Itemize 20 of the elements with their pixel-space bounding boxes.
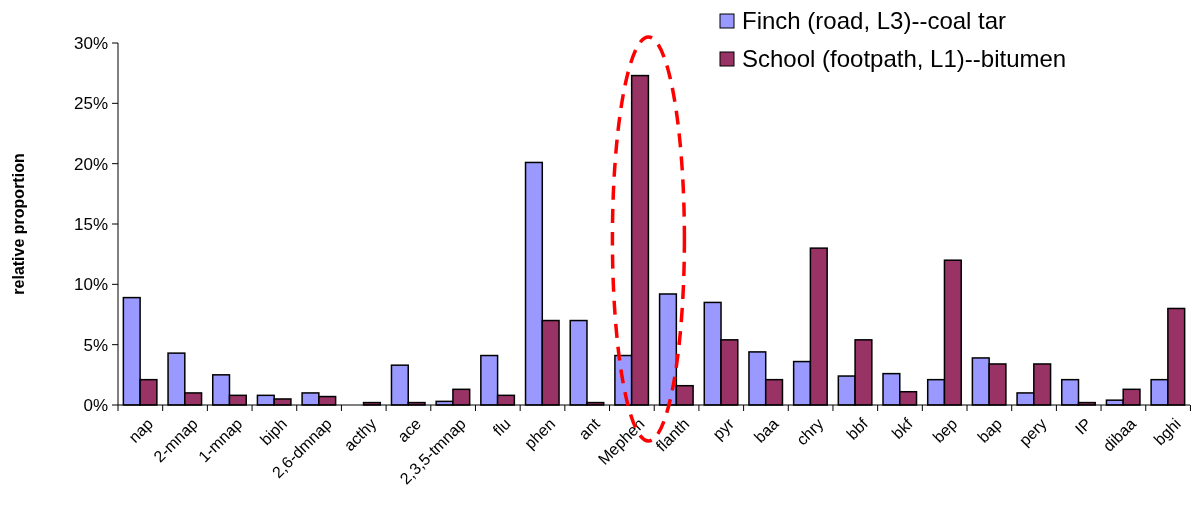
x-tick-label: bbf: [843, 414, 872, 443]
y-tick-label: 25%: [73, 94, 108, 114]
legend-label: Finch (road, L3)--coal tar: [742, 7, 1007, 35]
y-tick-label: 10%: [73, 275, 108, 295]
x-tick-label: flu: [489, 415, 514, 439]
y-tick-label: 15%: [73, 214, 108, 234]
y-tick-label: 0%: [83, 395, 108, 415]
legend-label: School (footpath, L1)--bitumen: [742, 45, 1067, 73]
y-tick-label: 5%: [83, 335, 108, 355]
x-tick-label: bep: [929, 414, 961, 446]
x-tick-label: baa: [750, 414, 782, 446]
x-tick-label: chry: [793, 415, 827, 449]
y-axis-title: relative proportion: [10, 153, 27, 295]
x-tick-label: IP: [1071, 415, 1095, 438]
y-tick-label: 20%: [73, 154, 108, 174]
x-tick-label: bap: [974, 414, 1006, 446]
x-tick-label: pyr: [709, 414, 738, 443]
x-tick-label: bkf: [888, 414, 917, 443]
x-tick-label: nap: [125, 414, 157, 446]
y-tick-label: 30%: [73, 33, 108, 53]
